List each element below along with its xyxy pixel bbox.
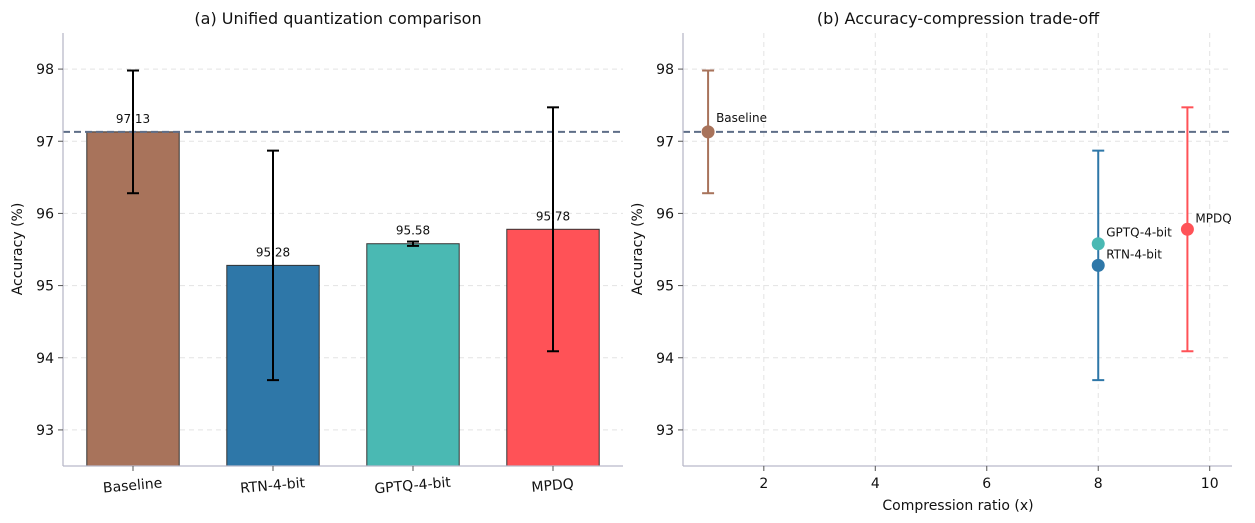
panel-a-y-tick-label: 96: [36, 206, 54, 222]
panel-b-point: [1180, 222, 1194, 236]
panel-a-y-tick-label: 93: [36, 423, 54, 439]
panel-a-value-label: 95.58: [396, 224, 430, 238]
panel-a-x-tick-label: RTN-4-bit: [240, 475, 307, 497]
panel-a-x-tick-label: GPTQ-4-bit: [374, 475, 452, 498]
panel-b-y-tick-label: 97: [656, 134, 674, 150]
panel-a-x-tick-label: Baseline: [102, 475, 163, 496]
panel-b-points: [701, 125, 1194, 272]
panel-b-y-tick-label: 95: [656, 279, 674, 295]
panel-b-point: [1091, 258, 1105, 272]
panel-b-title: (b) Accuracy-compression trade-off: [817, 9, 1100, 28]
panel-b-y-axis-label: Accuracy (%): [630, 203, 646, 296]
panel-a-x-tick-label: MPDQ: [531, 476, 575, 496]
panel-b-x-tick-label: 2: [759, 476, 768, 492]
panel-b-y-tick-label: 98: [656, 62, 674, 78]
panel-b-point-label: GPTQ-4-bit: [1106, 226, 1172, 240]
panel-a-title: (a) Unified quantization comparison: [194, 9, 481, 28]
panel-b-point: [701, 125, 715, 139]
panel-b-point-label: MPDQ: [1195, 211, 1231, 225]
panel-a-value-label: 97.13: [116, 112, 150, 126]
panel-b-x-tick-label: 4: [871, 476, 880, 492]
panel-a-y-ticks: 93 94 95 96 97 98: [36, 62, 63, 439]
panel-b-y-tick-label: 93: [656, 423, 674, 439]
panel-b-point: [1091, 237, 1105, 251]
panel-b-x-axis-label: Compression ratio (x): [882, 498, 1033, 514]
panel-a-y-tick-label: 97: [36, 134, 54, 150]
panel-b-x-tick-label: 6: [982, 476, 991, 492]
panel-b-x-ticks: 2 4 6 8 10: [759, 466, 1219, 492]
panel-b-axes: [682, 33, 1232, 467]
panel-b-point-label: RTN-4-bit: [1106, 247, 1162, 261]
panel-a-x-ticks: Baseline RTN-4-bit GPTQ-4-bit MPDQ: [102, 466, 574, 497]
panel-a-value-label: 95.78: [536, 209, 570, 223]
panel-b-point-labels: Baseline RTN-4-bit GPTQ-4-bit MPDQ: [716, 111, 1232, 262]
panel-a-error-bars: [127, 69, 559, 382]
panel-b-point-label: Baseline: [716, 111, 767, 125]
panel-a-bar: [366, 243, 460, 467]
panel-a-axes: [62, 33, 623, 467]
panel-a-y-axis-label: Accuracy (%): [10, 203, 26, 296]
panel-b-scatter-chart: (b) Accuracy-compression trade-off Basel…: [630, 9, 1232, 514]
panel-a-y-tick-label: 98: [36, 62, 54, 78]
panel-a-value-labels: 97.13 95.28 95.58 95.78: [116, 112, 570, 260]
panel-b-y-ticks: 93 94 95 96 97 98: [656, 62, 683, 439]
panel-b-x-tick-label: 8: [1094, 476, 1103, 492]
panel-a-value-label: 95.28: [256, 245, 290, 259]
panel-a-y-tick-label: 95: [36, 279, 54, 295]
panel-a-bar-chart: (a) Unified quantization comparison 97.1…: [10, 9, 623, 497]
panel-b-y-tick-label: 94: [656, 351, 674, 367]
panel-b-x-tick-label: 10: [1201, 476, 1219, 492]
panel-a-y-tick-label: 94: [36, 351, 54, 367]
panel-a-bars: [86, 131, 600, 467]
panel-b-y-tick-label: 96: [656, 206, 674, 222]
